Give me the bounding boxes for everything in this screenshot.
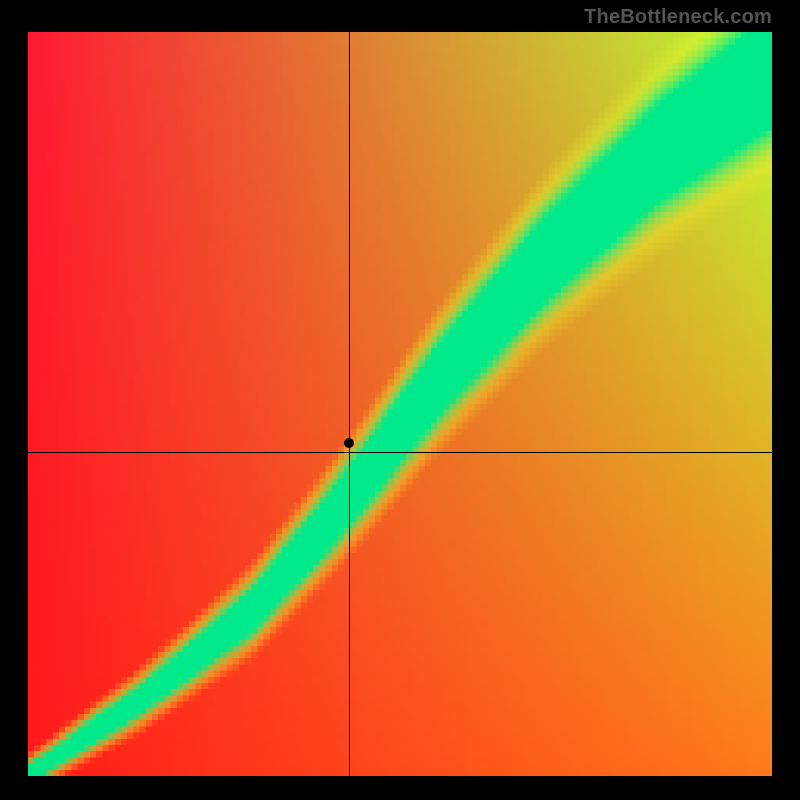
chart-frame: TheBottleneck.com: [0, 0, 800, 800]
heatmap-canvas: [28, 32, 772, 776]
data-point-marker: [344, 438, 354, 448]
heatmap-plot: [28, 32, 772, 776]
crosshair-horizontal: [28, 452, 772, 453]
watermark-text: TheBottleneck.com: [584, 6, 772, 29]
crosshair-vertical: [349, 32, 350, 776]
